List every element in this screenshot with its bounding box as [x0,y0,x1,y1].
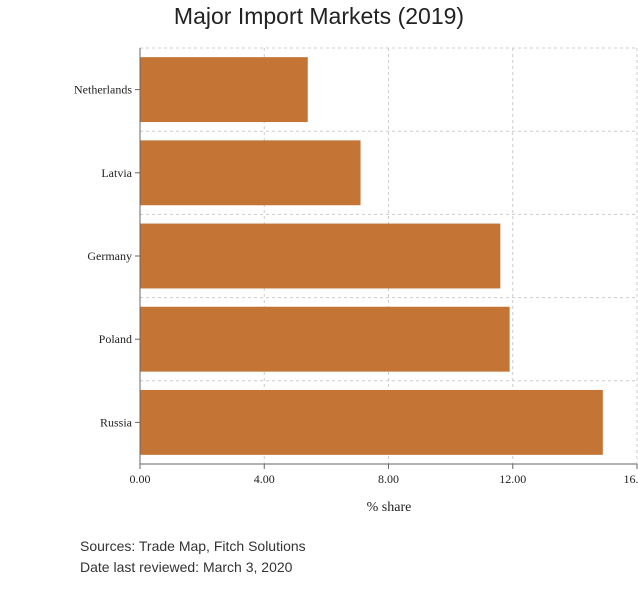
category-label: Germany [87,249,132,263]
bars-layer [140,57,603,455]
grid-layer [140,47,638,464]
bar-netherlands [140,57,308,123]
category-label: Russia [100,415,133,429]
footer-date-reviewed: Date last reviewed: March 3, 2020 [80,559,293,575]
category-label: Netherlands [74,83,132,97]
x-tick-label: 12.00 [499,472,526,486]
x-tick-label: 8.00 [378,472,399,486]
bar-germany [140,223,501,289]
category-label: Latvia [101,166,132,180]
axes-layer: 0.00 4.00 8.00 12.00 16.00 Netherlands Latvia G… [74,48,638,486]
chart-title: Major Import Markets (2019) [173,3,465,29]
bar-russia [140,389,603,455]
bar-latvia [140,140,361,206]
bar-poland [140,306,510,372]
x-tick-label: 16.00 [624,472,638,486]
x-axis-title: % share [367,500,412,515]
category-label: Poland [99,332,132,346]
footer-sources: Sources: Trade Map, Fitch Solutions [80,538,306,554]
x-tick-label: 0.00 [130,472,151,486]
x-tick-label: 4.00 [254,472,275,486]
